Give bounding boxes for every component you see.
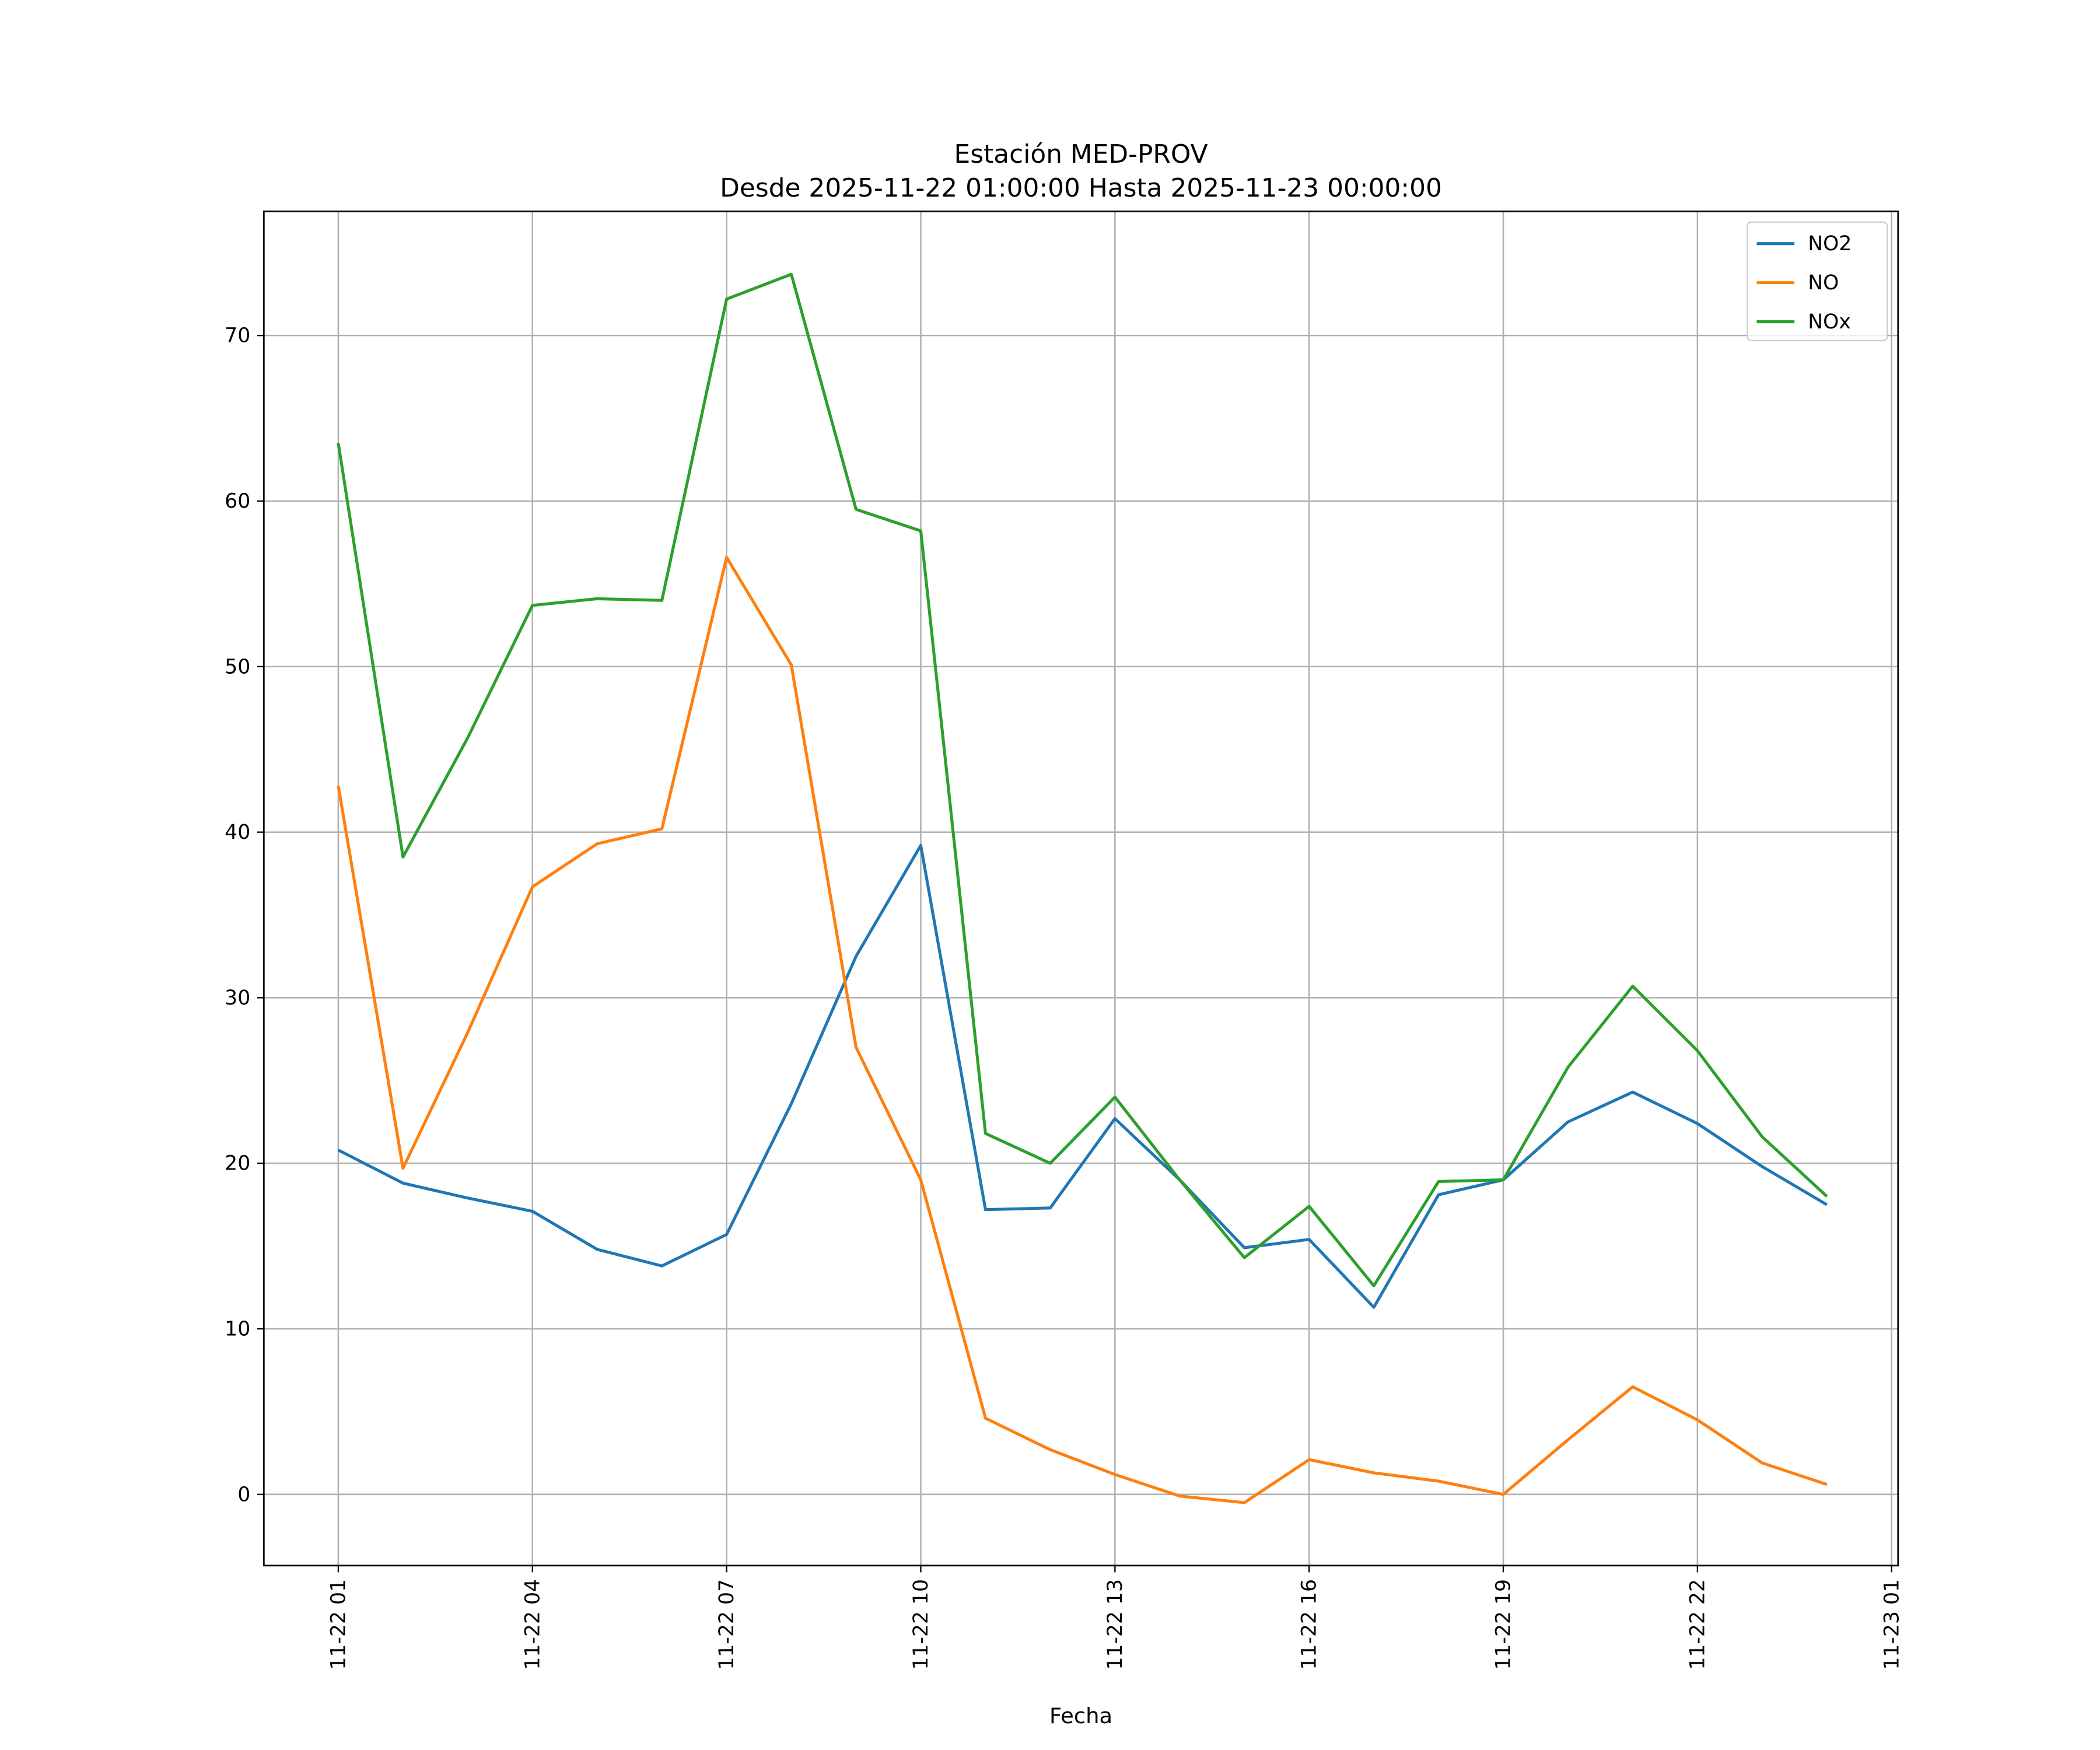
x-tick-label: 11-22 16 — [1298, 1579, 1321, 1670]
x-tick-label: 11-22 22 — [1686, 1579, 1709, 1670]
series-line-nox — [337, 272, 1828, 1287]
legend-label-no2: NO2 — [1808, 232, 1852, 256]
y-tick-label: 40 — [225, 821, 250, 844]
legend-label-no: NO — [1808, 271, 1839, 295]
x-tick-label: 11-22 13 — [1104, 1579, 1127, 1670]
series-lines — [337, 272, 1828, 1504]
legend-label-nox: NOx — [1808, 310, 1851, 334]
legend: NO2 NO NOx — [1746, 221, 1888, 341]
y-tick-label: 70 — [225, 324, 250, 348]
x-tick-label: 11-22 04 — [521, 1579, 544, 1670]
x-tick-label: 11-22 10 — [909, 1579, 933, 1670]
y-tick-label: 30 — [225, 986, 250, 1010]
x-tick-label: 11-22 07 — [715, 1579, 738, 1670]
series-line-no2 — [337, 844, 1828, 1309]
y-tick-label: 0 — [237, 1483, 250, 1506]
y-tick-label: 60 — [225, 490, 250, 513]
y-tick-label: 20 — [225, 1152, 250, 1175]
chart-title: Estación MED-PROV — [954, 139, 1208, 169]
y-tick-label: 50 — [225, 655, 250, 678]
x-axis-label: Fecha — [1049, 1703, 1112, 1728]
x-tick-label: 11-22 01 — [327, 1579, 350, 1670]
axis-ticks: 0 10 20 30 40 50 60 70 11-22 01 11-22 04 11-22 07 1… — [225, 324, 1903, 1670]
series-line-no — [337, 555, 1828, 1504]
grid — [264, 211, 1898, 1566]
x-tick-label: 11-23 01 — [1880, 1579, 1903, 1670]
x-tick-label: 11-22 19 — [1492, 1579, 1516, 1670]
chart-subtitle: Desde 2025-11-22 01:00:00 Hasta 2025-11-… — [720, 173, 1442, 203]
plot-frame — [262, 210, 1899, 1567]
y-tick-label: 10 — [225, 1318, 250, 1341]
